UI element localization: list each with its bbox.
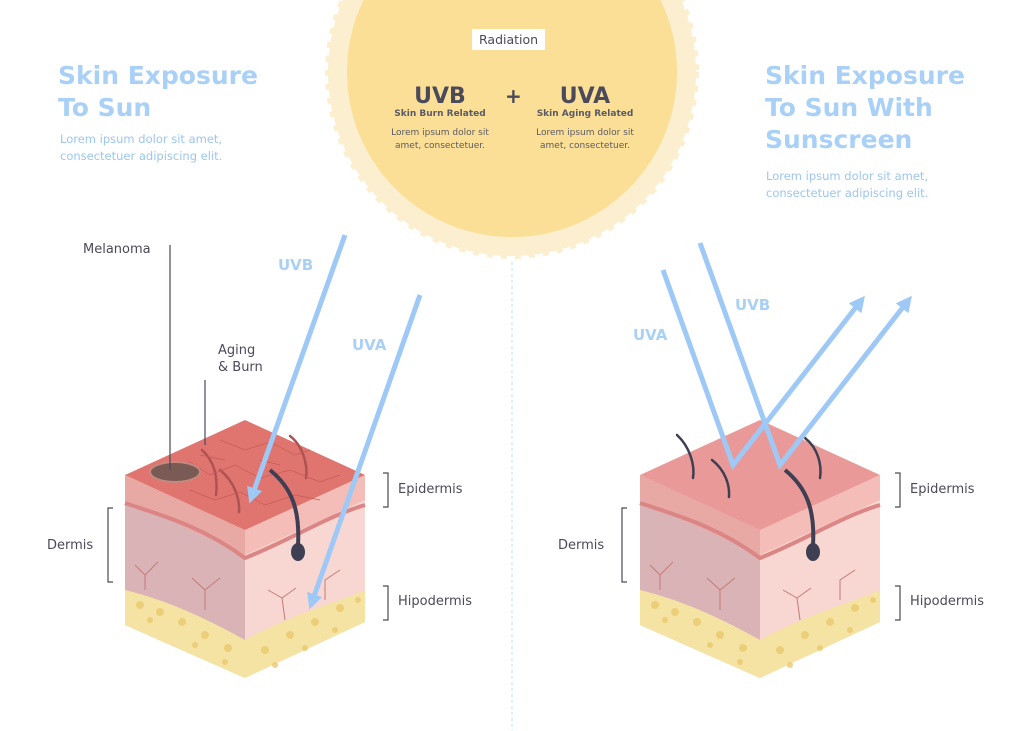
dermis-line: [124, 501, 366, 561]
uva-arrow-left: [307, 294, 423, 610]
brackets-left: [107, 472, 389, 621]
hipodermis-label-right: Hipodermis: [910, 594, 985, 609]
hair-bulb-right: [806, 543, 820, 561]
uva-label-left: UVA: [352, 336, 387, 354]
dermis-label-right: Dermis: [558, 538, 605, 553]
fat-cells: [651, 597, 876, 668]
dermis-line: [639, 501, 881, 561]
uva-reflected-arrow: [660, 269, 865, 471]
skin-cube-left: [124, 420, 366, 678]
hypodermis: [125, 590, 365, 678]
uva-info: UVA Skin Aging Related Lorem ipsum dolor…: [525, 84, 645, 153]
epidermis-left: [640, 475, 760, 555]
uva-label-right: UVA: [633, 326, 668, 344]
epidermis-left: [125, 475, 245, 555]
left-title: Skin Exposure To Sun: [58, 60, 258, 124]
melanoma-label: Melanoma: [83, 242, 151, 257]
aging-burn-label: Aging & Burn: [218, 342, 263, 376]
epidermis-right: [760, 475, 880, 555]
uva-title: UVA: [559, 84, 611, 109]
left-description: Lorem ipsum dolor sit amet, consectetuer…: [60, 132, 223, 163]
epidermis-label-right: Epidermis: [910, 482, 975, 497]
epidermis-right: [245, 475, 365, 555]
radiation-badge: Radiation: [472, 29, 546, 50]
skin-cube-right: [639, 475, 881, 678]
burn-label: & Burn: [218, 360, 263, 375]
aging-label: Aging: [218, 343, 256, 358]
uvb-label-left: UVB: [278, 256, 314, 274]
uvb-label-right: UVB: [735, 296, 771, 314]
hairs: [200, 434, 308, 514]
uvb-reflected-arrow: [697, 242, 912, 471]
sun: [325, 0, 699, 259]
hipodermis-label-left: Hipodermis: [398, 594, 473, 609]
uvb-title: UVB: [414, 84, 466, 109]
sun-core: [347, 0, 677, 237]
uvb-arrow-left: [247, 234, 348, 504]
brackets-right: [621, 472, 901, 621]
right-description: Lorem ipsum dolor sit amet, consectetuer…: [766, 169, 929, 200]
uvb-text: Lorem ipsum dolor sit amet, consectetuer…: [391, 128, 489, 151]
fat-cells: [136, 597, 361, 668]
uva-subtitle: Skin Aging Related: [536, 109, 634, 119]
blood-vessels: [134, 561, 341, 621]
uvb-info: UVB Skin Burn Related Lorem ipsum dolor …: [380, 84, 500, 153]
right-title-line2: To Sun With: [765, 93, 933, 122]
hypodermis: [640, 590, 880, 678]
hair-follicle: [268, 468, 301, 546]
plus-sign: +: [505, 84, 522, 108]
epidermis-label-left: Epidermis: [398, 482, 463, 497]
uva-text: Lorem ipsum dolor sit amet, consectetuer…: [536, 128, 634, 151]
uvb-subtitle: Skin Burn Related: [394, 109, 486, 119]
blood-vessels: [649, 561, 856, 621]
left-title-line2: To Sun: [58, 93, 152, 122]
melanoma-spot: [149, 461, 201, 483]
skin-surface: [125, 420, 365, 530]
dermis-label-left: Dermis: [47, 538, 94, 553]
right-title-line1: Skin Exposure: [765, 61, 965, 90]
left-title-line1: Skin Exposure: [58, 61, 258, 90]
hair-bulb: [291, 543, 305, 561]
hair-follicle-right: [783, 468, 816, 546]
right-title: Skin Exposure To Sun With Sunscreen: [765, 60, 965, 156]
skin-surface-sunscreen: [640, 420, 880, 530]
hairs-right: [675, 433, 822, 499]
right-title-line3: Sunscreen: [765, 125, 913, 154]
